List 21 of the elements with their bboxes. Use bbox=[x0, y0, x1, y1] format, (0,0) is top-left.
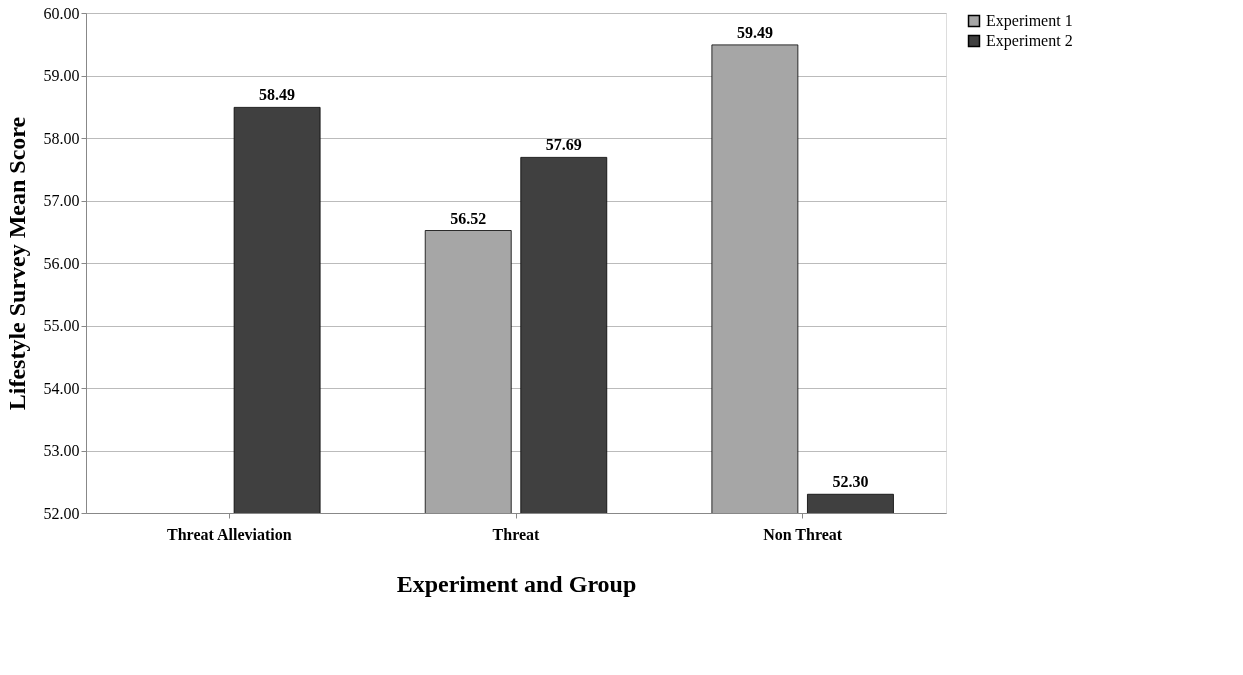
legend-label: Experiment 1 bbox=[986, 12, 1073, 30]
x-tick-label: Threat bbox=[492, 525, 541, 543]
y-tick-label: 59.00 bbox=[43, 67, 80, 84]
data-label: 59.49 bbox=[736, 23, 773, 41]
data-label: 57.69 bbox=[545, 136, 582, 154]
x-tick-label: Non Threat bbox=[763, 525, 843, 543]
y-axis-title: Lifestyle Survey Mean Score bbox=[3, 116, 30, 411]
data-label: 52.30 bbox=[832, 473, 869, 491]
x-axis-title: Experiment and Group bbox=[396, 570, 637, 597]
data-label: 56.52 bbox=[450, 209, 487, 227]
y-tick-label: 53.00 bbox=[43, 442, 80, 459]
y-tick-label: 52.00 bbox=[43, 504, 80, 522]
y-tick-label: 55.00 bbox=[43, 317, 80, 334]
y-tick-label: 57.00 bbox=[43, 192, 80, 209]
y-tick-label: 56.00 bbox=[43, 254, 80, 272]
y-tick-label: 54.00 bbox=[43, 379, 80, 397]
x-tick-label: Threat Alleviation bbox=[167, 525, 292, 543]
y-tick-label: 58.00 bbox=[43, 129, 80, 147]
y-tick-label: 60.00 bbox=[43, 4, 80, 22]
data-label: 58.49 bbox=[259, 86, 296, 104]
legend-label: Experiment 2 bbox=[986, 32, 1073, 50]
